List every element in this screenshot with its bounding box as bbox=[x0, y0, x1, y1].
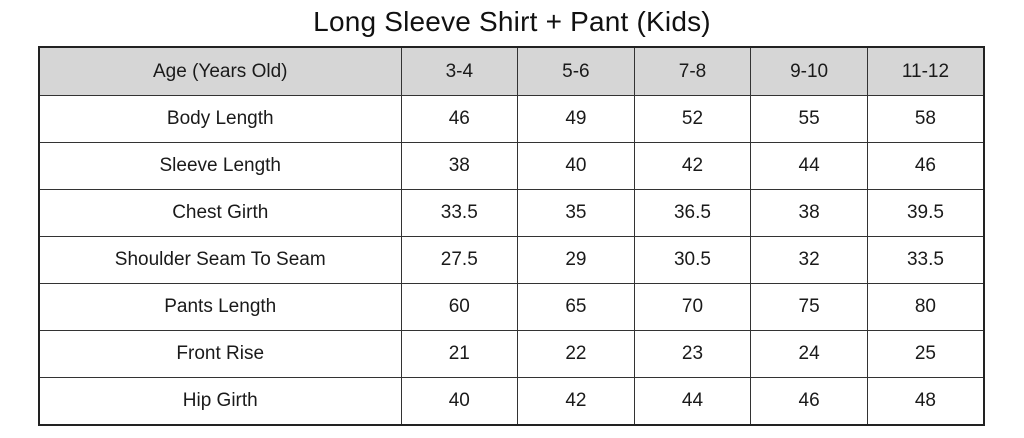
table-cell: 55 bbox=[750, 95, 868, 143]
table-cell: 25 bbox=[866, 330, 985, 378]
header-cell: 7-8 bbox=[633, 46, 752, 96]
table-cell: 60 bbox=[400, 283, 519, 331]
table-cell: 52 bbox=[633, 95, 752, 143]
table-cell: 36.5 bbox=[633, 189, 752, 237]
table-cell: 38 bbox=[400, 142, 519, 190]
table-cell: 22 bbox=[517, 330, 635, 378]
table-cell: 48 bbox=[866, 377, 985, 426]
table-row: Pants Length 60 65 70 75 80 bbox=[38, 283, 985, 331]
table-cell: 23 bbox=[633, 330, 752, 378]
table-cell: 29 bbox=[517, 236, 635, 284]
table-cell: 80 bbox=[866, 283, 985, 331]
table-cell: 46 bbox=[400, 95, 519, 143]
header-cell: 3-4 bbox=[400, 46, 519, 96]
table-row: Chest Girth 33.5 35 36.5 38 39.5 bbox=[38, 189, 985, 237]
row-label: Front Rise bbox=[38, 330, 402, 378]
table-row: Hip Girth 40 42 44 46 48 bbox=[38, 377, 985, 426]
table-row: Shoulder Seam To Seam 27.5 29 30.5 32 33.5 bbox=[38, 236, 985, 284]
table-cell: 40 bbox=[517, 142, 635, 190]
table-cell: 33.5 bbox=[400, 189, 519, 237]
table-cell: 44 bbox=[633, 377, 752, 426]
table-cell: 21 bbox=[400, 330, 519, 378]
table-cell: 38 bbox=[750, 189, 868, 237]
size-chart-table: Age (Years Old) 3-4 5-6 7-8 9-10 11-12 B… bbox=[38, 46, 985, 426]
table-row: Body Length 46 49 52 55 58 bbox=[38, 95, 985, 143]
table-cell: 39.5 bbox=[866, 189, 985, 237]
table-row: Sleeve Length 38 40 42 44 46 bbox=[38, 142, 985, 190]
table-cell: 58 bbox=[866, 95, 985, 143]
row-label: Shoulder Seam To Seam bbox=[38, 236, 402, 284]
table-cell: 32 bbox=[750, 236, 868, 284]
table-cell: 33.5 bbox=[866, 236, 985, 284]
table-row: Front Rise 21 22 23 24 25 bbox=[38, 330, 985, 378]
table-cell: 42 bbox=[633, 142, 752, 190]
table-cell: 75 bbox=[750, 283, 868, 331]
row-label: Body Length bbox=[38, 95, 402, 143]
table-cell: 65 bbox=[517, 283, 635, 331]
table-cell: 46 bbox=[750, 377, 868, 426]
header-cell: 5-6 bbox=[517, 46, 635, 96]
table-cell: 27.5 bbox=[400, 236, 519, 284]
table-cell: 35 bbox=[517, 189, 635, 237]
table-cell: 70 bbox=[633, 283, 752, 331]
table-cell: 40 bbox=[400, 377, 519, 426]
table-cell: 30.5 bbox=[633, 236, 752, 284]
table-cell: 24 bbox=[750, 330, 868, 378]
row-label: Chest Girth bbox=[38, 189, 402, 237]
header-cell: 9-10 bbox=[750, 46, 868, 96]
table-cell: 44 bbox=[750, 142, 868, 190]
header-row: Age (Years Old) 3-4 5-6 7-8 9-10 11-12 bbox=[38, 46, 985, 96]
table-cell: 46 bbox=[866, 142, 985, 190]
row-label: Sleeve Length bbox=[38, 142, 402, 190]
table-cell: 49 bbox=[517, 95, 635, 143]
row-label: Pants Length bbox=[38, 283, 402, 331]
page-title: Long Sleeve Shirt + Pant (Kids) bbox=[313, 6, 711, 37]
table-cell: 42 bbox=[517, 377, 635, 426]
row-label: Hip Girth bbox=[38, 377, 402, 426]
header-cell: 11-12 bbox=[866, 46, 985, 96]
header-cell-age: Age (Years Old) bbox=[38, 46, 402, 96]
